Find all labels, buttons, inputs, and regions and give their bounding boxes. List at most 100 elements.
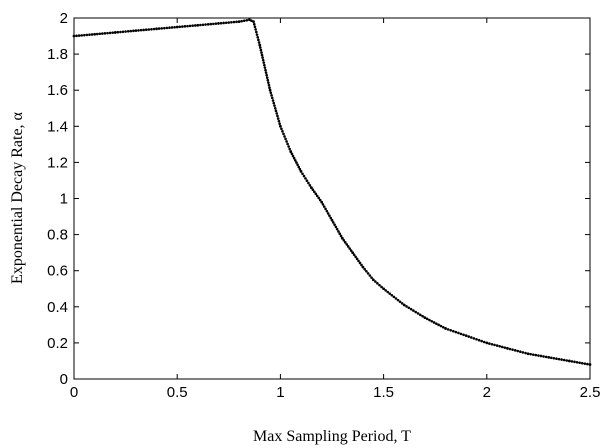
curve-dot [472,337,476,340]
curve-dot [277,119,281,123]
curve-dot [508,347,512,351]
curve-dot [253,25,257,29]
data-point [279,124,282,128]
curve-dot [250,19,253,23]
curve-dot [565,359,569,362]
curve-dot [186,24,189,28]
plot-frame [73,17,591,380]
curve-dot [245,18,249,22]
curve-dot [295,161,298,164]
data-point [320,200,324,204]
curve-dot [111,31,114,34]
y-tick-label: 0.8 [47,227,68,244]
curve-dot [264,71,268,74]
data-point [72,34,76,38]
curve-dot [435,322,438,325]
curve-dot [304,177,307,180]
curve-dot [296,163,299,167]
curve-dot [178,25,182,29]
curve-dot [454,330,458,334]
curve-dot [307,181,310,185]
curve-dot [384,289,387,292]
curve-dot [542,355,545,358]
curve-dot [281,130,284,133]
plot-area: 0 0.5 1 1.5 2 2.5 0 0.2 0.4 0.6 0.8 1 1.2 1.4 1.6 1.8 2 [47,10,600,401]
curve-dot [77,34,81,37]
curve-dot [291,154,295,158]
curve-dot [101,32,104,35]
curve-dot [219,21,223,25]
curve-dot [521,351,525,354]
curve-dot [449,328,452,332]
curve-dot [414,310,418,314]
data-markers [72,18,592,366]
curve-dot [173,25,176,29]
curve-dot [227,21,231,24]
curve-dot [150,27,153,31]
data-point [402,303,406,307]
curve-dot [268,86,271,89]
curve-dot [103,32,107,35]
curve-dot [298,167,302,171]
curve-dot [75,34,78,38]
curve-dot [83,33,86,37]
curve-dot [337,230,340,233]
curve-dot [396,298,400,302]
data-point [567,359,571,363]
y-tick-label: 1.2 [47,154,68,171]
curve-dot [90,33,94,36]
curve-dot [534,353,538,357]
curve-dot [126,30,130,33]
curve-dot [342,238,346,242]
curve-dot [321,203,325,206]
curve-dot [273,106,277,110]
curve-dot [352,253,356,257]
curve-dot [318,198,322,202]
curve-dot [552,356,556,360]
data-point [485,341,489,345]
curve-dot [142,28,145,32]
curve-dot [339,234,343,238]
curve-dot [121,30,125,34]
curve-dot [308,184,312,187]
y-tick-label: 1.6 [47,82,68,99]
curve-dot [575,361,579,364]
curve-dot [276,117,280,120]
x-tick-label: 2 [483,384,491,401]
curve-dot [550,356,553,360]
curve-dot [490,342,494,346]
curve-dot [170,26,174,29]
curve-dot [446,328,450,331]
curve-dot [467,335,471,338]
curve-dot [524,351,527,355]
curve-dot [261,58,265,62]
curve-dot [355,257,359,261]
curve-dot [560,358,563,361]
curve-dot [252,22,256,26]
curve-dot [230,20,233,24]
curve-dot [265,73,268,77]
curve-dot [407,306,411,310]
curve-dot [498,344,502,348]
curve-dot [85,33,89,37]
y-tick-label: 0.4 [47,299,68,316]
curve-dot [273,104,276,107]
x-axis-label: Max Sampling Period, T [253,428,411,445]
data-point [526,352,530,356]
curve-dot [578,361,581,365]
curve-dot [95,32,99,36]
curve-dot [256,35,259,39]
curve-dot [129,29,133,33]
curve-dot [345,243,349,246]
curve-dot [139,28,143,32]
curve-dot [583,362,587,365]
curve-dot [201,23,205,27]
curve-dot [311,188,315,192]
curve-dot [271,99,275,102]
curve-dot [144,28,148,32]
curve-dot [428,318,431,322]
curve-dot [290,152,294,156]
curve-dot [108,31,112,35]
curve-dot [287,145,290,148]
curve-dot [562,358,566,362]
